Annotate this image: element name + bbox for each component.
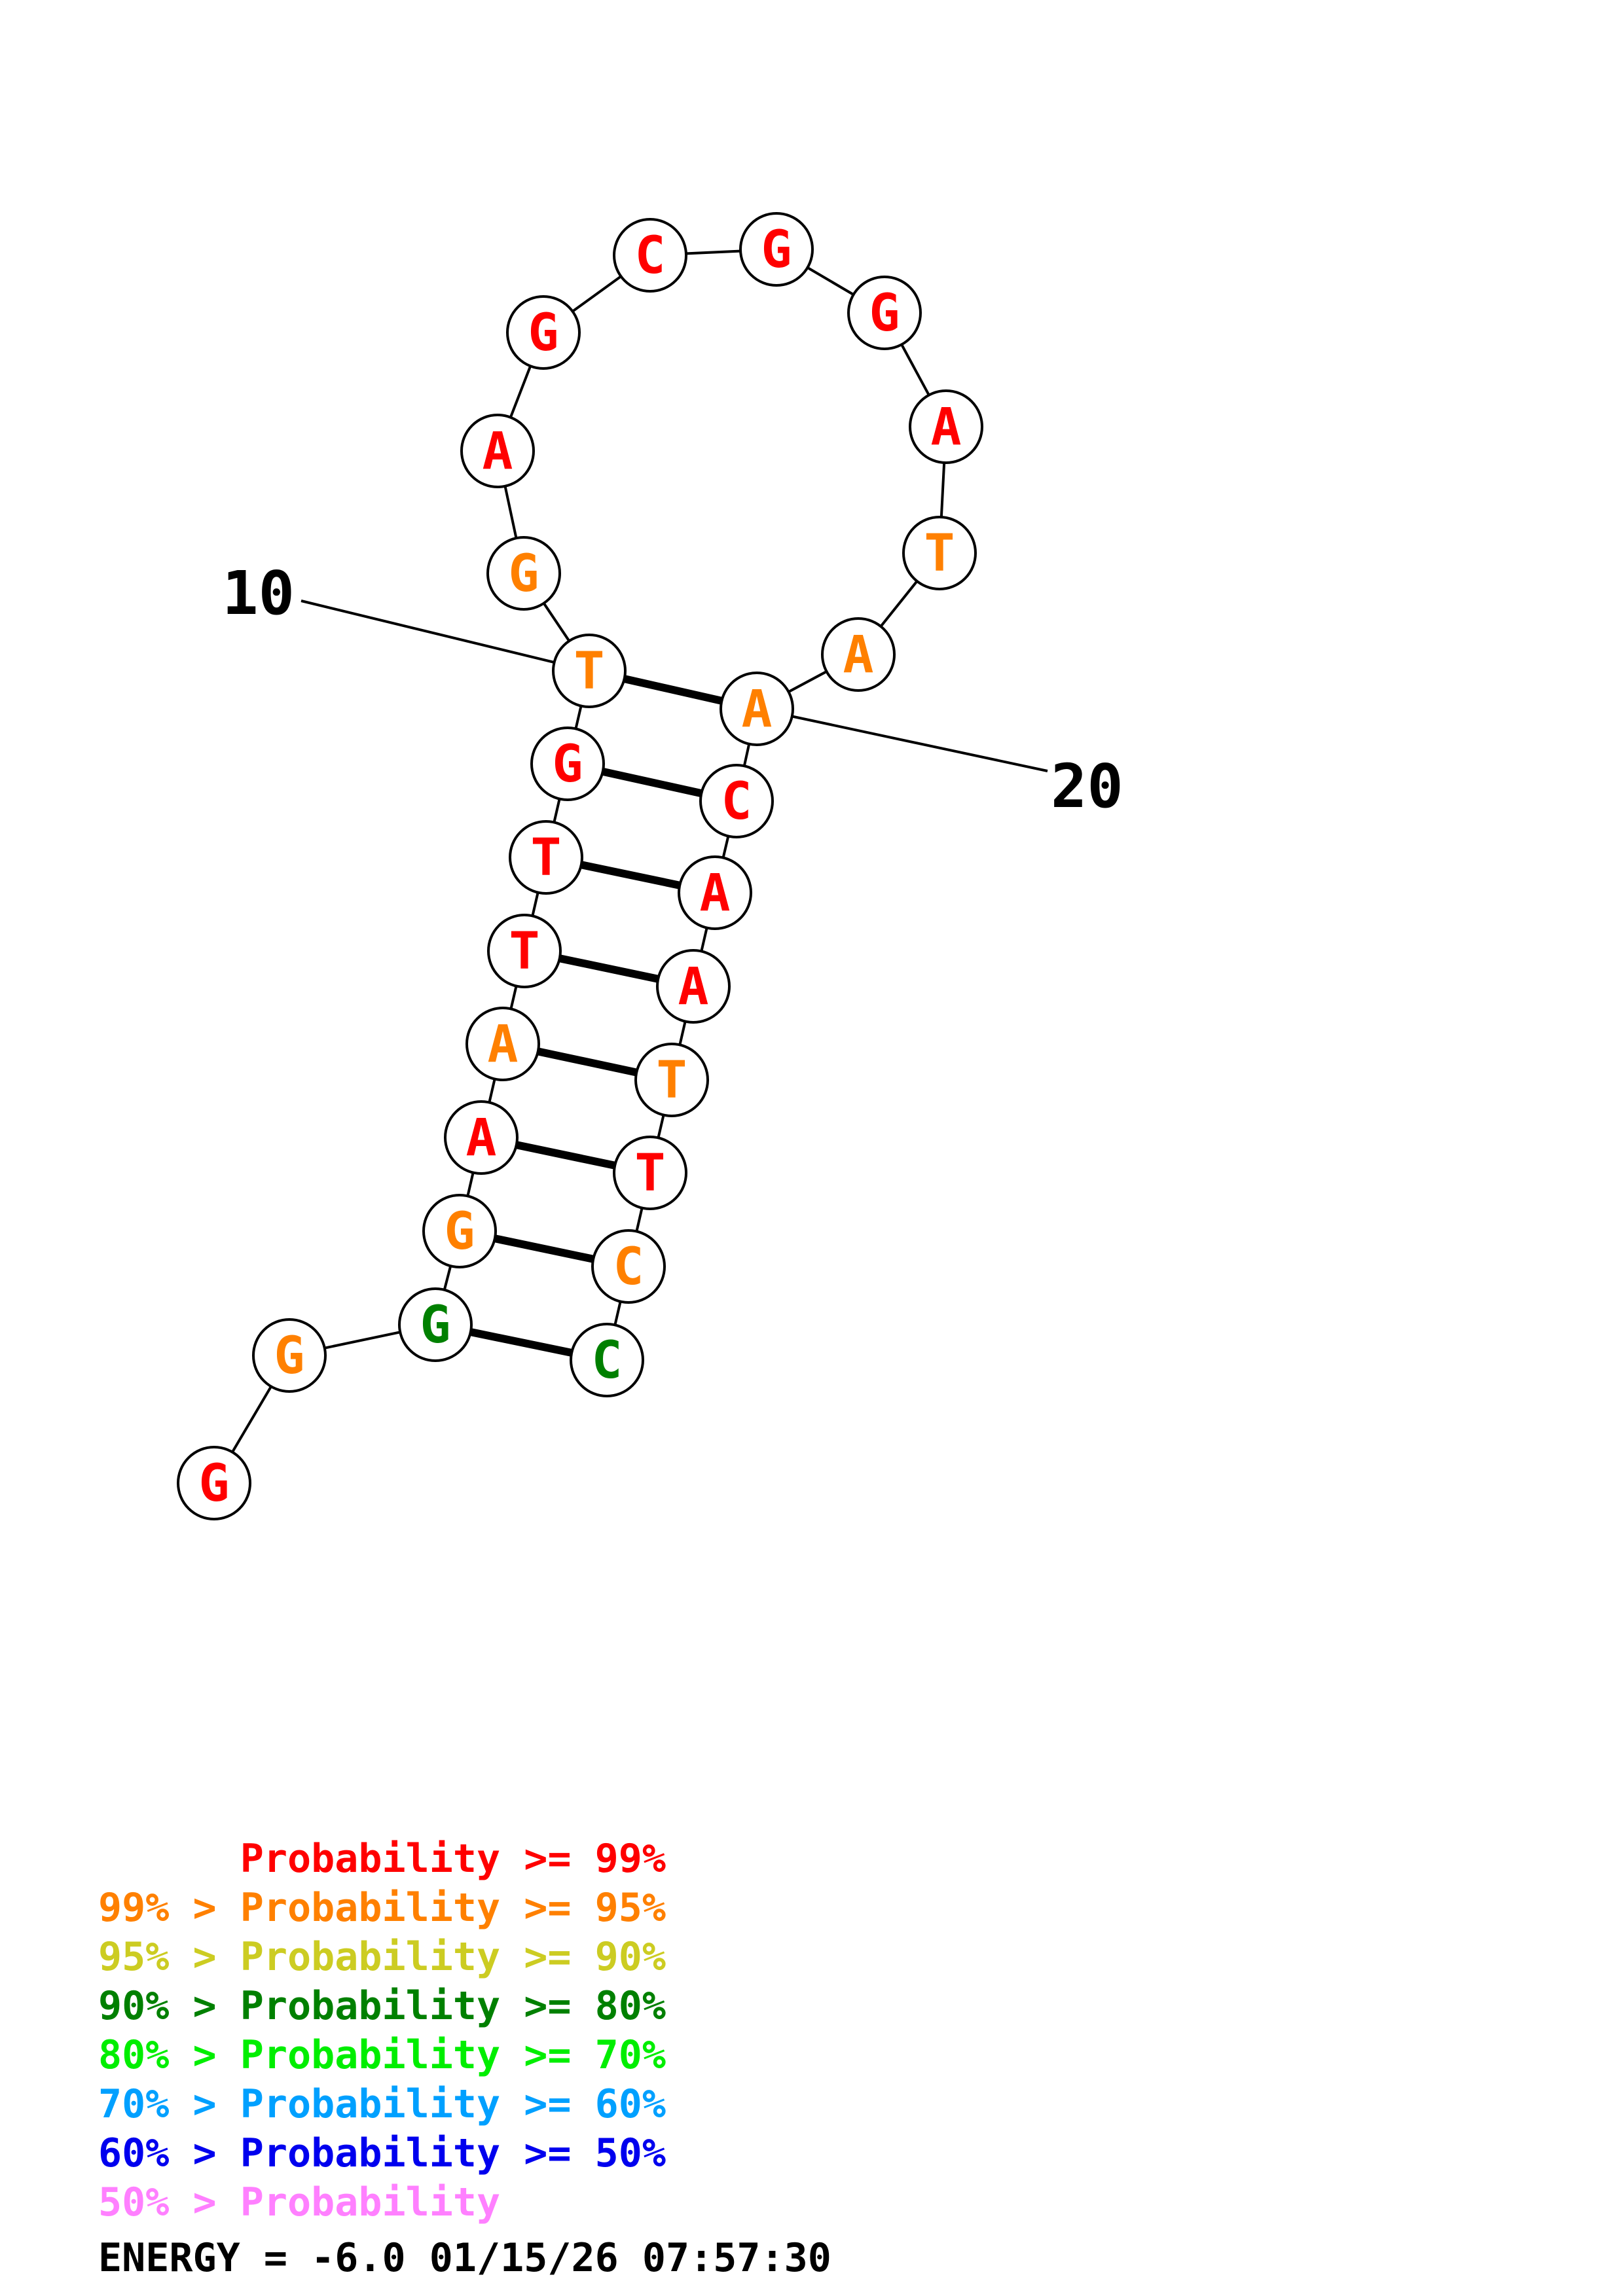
nucleotide-18: T bbox=[902, 516, 977, 590]
nucleotide-base: C bbox=[592, 1331, 623, 1390]
nucleotide-20: A bbox=[720, 672, 794, 746]
nucleotide-19: A bbox=[821, 617, 896, 692]
nucleotide-base: C bbox=[635, 226, 666, 285]
nucleotide-circle bbox=[465, 1007, 540, 1081]
nucleotide-14: C bbox=[613, 218, 687, 293]
nucleotide-circle bbox=[506, 295, 581, 370]
position-labels: 10 20 bbox=[222, 558, 1123, 821]
nucleotide-base: G bbox=[445, 1202, 475, 1261]
nucleotide-17: A bbox=[909, 389, 983, 464]
nucleotide-base: G bbox=[509, 545, 539, 603]
nucleotide-base: T bbox=[509, 922, 540, 981]
nucleotide-1: G bbox=[177, 1446, 251, 1520]
nucleotide-24: T bbox=[634, 1043, 709, 1117]
nucleotide-circle bbox=[656, 949, 731, 1024]
nucleotide-base: A bbox=[843, 626, 874, 685]
nucleotide-circle bbox=[552, 634, 627, 708]
nucleotide-base: A bbox=[488, 1015, 519, 1074]
legend-entry: 60% > Probability >= 50% bbox=[98, 2130, 666, 2176]
nucleotide-7: T bbox=[487, 914, 562, 988]
legend-entry: Probability >= 99% bbox=[98, 1836, 666, 1882]
nucleotide-circle bbox=[398, 1287, 473, 1362]
nucleotide-4: G bbox=[422, 1194, 497, 1268]
nucleotide-circle bbox=[634, 1043, 709, 1117]
position-label-20: 20 bbox=[1051, 751, 1123, 821]
nucleotide-2: G bbox=[252, 1318, 327, 1393]
nucleotide-circle bbox=[444, 1100, 519, 1175]
nucleotide-base: G bbox=[553, 735, 583, 794]
position-label-leader bbox=[301, 600, 590, 672]
nucleotide-base: A bbox=[678, 958, 709, 1016]
nucleotide-circle bbox=[699, 764, 774, 838]
nucleotide-base: T bbox=[574, 642, 605, 701]
nucleotide-6: A bbox=[465, 1007, 540, 1081]
nucleotide-circle bbox=[847, 276, 922, 350]
nucleotide-base: A bbox=[466, 1109, 497, 1168]
nucleotide-base: C bbox=[721, 772, 752, 831]
nucleotide-base: G bbox=[761, 221, 792, 279]
nucleotide-base: G bbox=[420, 1296, 451, 1355]
legend-entry: 90% > Probability >= 80% bbox=[98, 1983, 666, 2029]
legend-entry: 95% > Probability >= 90% bbox=[98, 1934, 666, 1980]
nucleotide-21: C bbox=[699, 764, 774, 838]
nucleotide-base: G bbox=[199, 1454, 230, 1513]
nucleotide-circle bbox=[613, 1136, 687, 1210]
nucleotide-base: C bbox=[613, 1238, 644, 1297]
nucleotide-base: G bbox=[274, 1327, 305, 1386]
nucleotide-5: A bbox=[444, 1100, 519, 1175]
nucleotide-25: T bbox=[613, 1136, 687, 1210]
nucleotide-circle bbox=[252, 1318, 327, 1393]
energy-footer: ENERGY = -6.0 01/15/26 07:57:30 bbox=[98, 2235, 831, 2281]
nucleotide-26: C bbox=[591, 1229, 666, 1304]
legend-entry: 80% > Probability >= 70% bbox=[98, 2032, 666, 2078]
nucleotide-base: A bbox=[742, 680, 773, 739]
nucleotide-base: A bbox=[483, 422, 513, 481]
nucleotide-base: A bbox=[700, 864, 731, 923]
legend-entry: 70% > Probability >= 60% bbox=[98, 2081, 666, 2127]
position-label-10: 10 bbox=[222, 558, 295, 628]
nucleotide-base: T bbox=[924, 524, 955, 583]
nucleotide-9: G bbox=[530, 726, 605, 801]
nucleotide-circle bbox=[460, 414, 535, 488]
nucleotide-10: T bbox=[552, 634, 627, 708]
nucleotide-22: A bbox=[678, 855, 752, 930]
nucleotide-circle bbox=[487, 914, 562, 988]
nucleotide-15: G bbox=[739, 212, 814, 287]
nucleotide-circle bbox=[678, 855, 752, 930]
nucleotide-circle bbox=[902, 516, 977, 590]
nucleotide-8: T bbox=[509, 820, 583, 895]
nucleotide-circle bbox=[530, 726, 605, 801]
nucleotide-circle bbox=[720, 672, 794, 746]
legend-entry: 50% > Probability bbox=[98, 2179, 500, 2225]
nucleotide-circle bbox=[486, 536, 561, 611]
nucleotide-circle bbox=[177, 1446, 251, 1520]
nucleotide-base: G bbox=[528, 304, 559, 363]
nucleotide-27: C bbox=[570, 1323, 644, 1397]
nucleotide-circle bbox=[821, 617, 896, 692]
nucleotide-16: G bbox=[847, 276, 922, 350]
energy-text: ENERGY = -6.0 01/15/26 07:57:30 bbox=[98, 2235, 831, 2281]
nucleotide-base: T bbox=[657, 1051, 687, 1110]
nucleotide-13: G bbox=[506, 295, 581, 370]
nucleotide-circle bbox=[739, 212, 814, 287]
nucleotide-11: G bbox=[486, 536, 561, 611]
nucleotide-circle bbox=[422, 1194, 497, 1268]
nucleotide-base: G bbox=[869, 284, 900, 343]
probability-legend: Probability >= 99%99% > Probability >= 9… bbox=[98, 1836, 666, 2225]
nucleotide-circle bbox=[613, 218, 687, 293]
nucleotide-23: A bbox=[656, 949, 731, 1024]
nucleotide-circle bbox=[591, 1229, 666, 1304]
nucleotide-3: G bbox=[398, 1287, 473, 1362]
legend-entry: 99% > Probability >= 95% bbox=[98, 1885, 666, 1931]
nucleotide-circle bbox=[509, 820, 583, 895]
nucleotide-base: A bbox=[931, 398, 962, 457]
nucleotide-circle bbox=[909, 389, 983, 464]
nucleotide-12: A bbox=[460, 414, 535, 488]
nucleotide-base: T bbox=[531, 829, 562, 888]
position-label-leader bbox=[756, 708, 1048, 772]
nucleotide-base: T bbox=[635, 1144, 666, 1203]
nucleotide-circle bbox=[570, 1323, 644, 1397]
